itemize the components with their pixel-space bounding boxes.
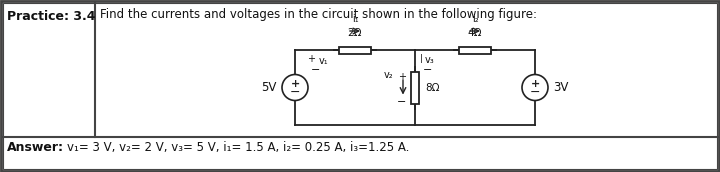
Text: i₂: i₂ <box>472 14 478 24</box>
Text: 4Ω: 4Ω <box>468 28 482 38</box>
Text: v₁: v₁ <box>319 56 328 66</box>
Text: 3V: 3V <box>553 81 568 94</box>
Bar <box>339 46 371 53</box>
Bar <box>2 2 95 137</box>
Text: +: + <box>398 72 406 82</box>
Circle shape <box>282 74 308 100</box>
Text: v₃: v₃ <box>425 55 435 65</box>
Text: −: − <box>530 86 540 99</box>
Bar <box>411 72 419 104</box>
Text: 8Ω: 8Ω <box>425 83 439 93</box>
Text: |: | <box>420 54 423 63</box>
Text: v₂: v₂ <box>384 69 394 79</box>
Text: Practice: 3.4: Practice: 3.4 <box>7 10 96 23</box>
Text: 2Ω: 2Ω <box>348 28 362 38</box>
Bar <box>2 137 718 170</box>
Text: +: + <box>531 78 539 89</box>
Text: Find the currents and voltages in the circuit shown in the following figure:: Find the currents and voltages in the ci… <box>100 8 537 21</box>
Text: −: − <box>311 65 320 75</box>
Text: −: − <box>397 98 407 108</box>
Text: i₁: i₁ <box>351 14 359 24</box>
Text: +: + <box>290 78 300 89</box>
Text: +: + <box>307 54 315 64</box>
Text: 5V: 5V <box>261 81 277 94</box>
Text: −: − <box>423 65 433 75</box>
Text: Answer:: Answer: <box>7 141 64 154</box>
Circle shape <box>522 74 548 100</box>
Text: v₁= 3 V, v₂= 2 V, v₃= 5 V, i₁= 1.5 A, i₂= 0.25 A, i₃=1.25 A.: v₁= 3 V, v₂= 2 V, v₃= 5 V, i₁= 1.5 A, i₂… <box>67 141 410 154</box>
Text: −: − <box>289 86 300 99</box>
Bar <box>459 46 491 53</box>
Bar <box>95 2 718 137</box>
